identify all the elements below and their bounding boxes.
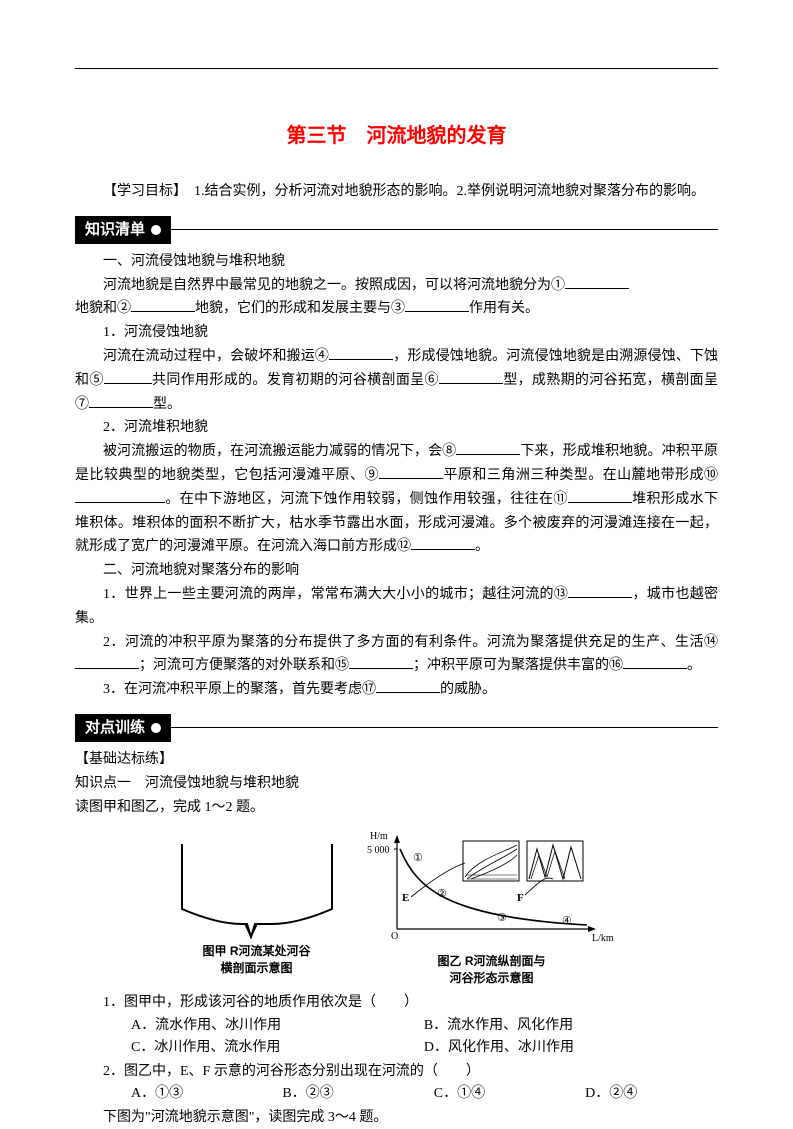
text: 地貌，它们的形成和发展主要与③ (195, 301, 405, 316)
text: 共同作用形成的。发育初期的河谷横剖面呈⑥ (152, 373, 439, 388)
mark-4: ④ (562, 915, 572, 927)
caption-line: 河谷形态示意图 (449, 971, 533, 985)
blank-14 (75, 655, 139, 669)
q1-opt-b: B．流水作用、风化作用 (396, 1015, 685, 1037)
section2-para1: 1．世界上一些主要河流的两岸，常常布满大大小小的城市；越往河流的⑬，城市也越密集… (75, 583, 718, 631)
tab-rule (171, 727, 718, 728)
river-profile-chart-icon: H/m 5 000 O L/km ① ② ③ ④ E (367, 829, 617, 949)
practice-heading: 【基础达标练】 (75, 748, 718, 772)
figure-row: 图甲 R河流某处河谷 横剖面示意图 H/m 5 000 O L/km ① ② ③… (75, 829, 718, 987)
text: 。 (687, 658, 701, 673)
section2-heading: 二、河流地貌对聚落分布的影响 (75, 559, 718, 583)
section1-para1b: 地貌和② 地貌，它们的形成和发展主要与③ 作用有关。 (75, 297, 718, 321)
text: 的威胁。 (440, 682, 496, 697)
blank-2 (131, 298, 195, 312)
blank-5 (104, 370, 152, 384)
dot-icon (151, 723, 161, 733)
y-axis-label: H/m (370, 831, 388, 842)
text: 3．在河流冲积平原上的聚落，首先要考虑⑰ (103, 682, 376, 697)
mark-f: F (517, 892, 524, 904)
tab-text: 知识清单 (85, 218, 145, 242)
origin: O (391, 931, 398, 942)
blank-11 (568, 489, 632, 503)
question-2: 2．图乙中，E、F 示意的河谷形态分别出现在河流的（ ） (75, 1060, 718, 1084)
section1-para1: 河流地貌是自然界中最常见的地貌之一。按照成因，可以将河流地貌分为① (75, 274, 718, 298)
section1-para3: 被河流搬运的物质，在河流搬运能力减弱的情况下，会⑧下来，形成堆积地貌。冲积平原是… (75, 440, 718, 559)
tab-text: 对点训练 (85, 716, 145, 740)
section1-sub2: 2．河流堆积地貌 (75, 416, 718, 440)
q1-opts-row2: C．冰川作用、流水作用 D．风化作用、冰川作用 (75, 1037, 718, 1059)
tab-label: 知识清单 (75, 216, 171, 244)
blank-15 (349, 655, 413, 669)
text: 型。 (153, 397, 181, 412)
q2-opts: A．①③ B．②③ C．①④ D．②④ (75, 1083, 718, 1105)
blank-8 (456, 441, 520, 455)
section-tab-knowledge: 知识清单 (75, 216, 718, 244)
text: 作用有关。 (469, 301, 539, 316)
caption-line: 横剖面示意图 (220, 961, 292, 975)
tab-label: 对点训练 (75, 714, 171, 742)
inset-e (463, 841, 519, 881)
blank-3 (405, 298, 469, 312)
section1-sub1: 1．河流侵蚀地貌 (75, 321, 718, 345)
top-rule (75, 68, 718, 69)
blank-12 (411, 536, 475, 550)
blank-1 (565, 275, 629, 289)
y-tick: 5 000 (367, 845, 390, 856)
q2-opt-a: A．①③ (103, 1083, 251, 1105)
knowledge-point-1: 知识点一 河流侵蚀地貌与堆积地貌 (75, 772, 718, 796)
blank-13 (568, 584, 632, 598)
section1-para2: 河流在流动过程中，会破坏和搬运④，形成侵蚀地貌。河流侵蚀地貌是由溯源侵蚀、下蚀和… (75, 345, 718, 416)
inset-f (527, 841, 583, 881)
text: 1．世界上一些主要河流的两岸，常常布满大大小小的城市；越往河流的⑬ (103, 587, 568, 602)
q1-opts-row1: A．流水作用、冰川作用 B．流水作用、风化作用 (75, 1015, 718, 1037)
q1-opt-a: A．流水作用、冰川作用 (103, 1015, 392, 1037)
figure-caption: 图甲 R河流某处河谷 横剖面示意图 (202, 943, 310, 977)
text: 河流在流动过程中，会破坏和搬运④ (103, 349, 329, 364)
next-intro: 下图为"河流地貌示意图"，读图完成 3～4 题。 (75, 1106, 718, 1129)
q1-opt-c: C．冰川作用、流水作用 (103, 1037, 392, 1059)
text: 地貌和② (75, 301, 131, 316)
caption-line: 图乙 R河流纵剖面与 (437, 954, 545, 968)
text: 。在中下游地区，河流下蚀作用较弱，侧蚀作用较强，往往在⑪ (165, 492, 568, 507)
mark-1: ① (413, 852, 423, 864)
text: ；河流可方便聚落的对外联系和⑮ (139, 658, 349, 673)
blank-6 (439, 370, 503, 384)
blank-17 (376, 679, 440, 693)
q2-opt-d: D．②④ (557, 1083, 705, 1105)
text: 2．河流的冲积平原为聚落的分布提供了多方面的有利条件。河流为聚落提供充足的生产、… (103, 635, 718, 650)
mark-3: ③ (497, 912, 507, 924)
dot-icon (151, 225, 161, 235)
text: 被河流搬运的物质，在河流搬运能力减弱的情况下，会⑧ (103, 444, 456, 459)
tab-rule (171, 229, 718, 230)
kp1-intro: 读图甲和图乙，完成 1～2 题。 (75, 796, 718, 820)
section1-heading: 一、河流侵蚀地貌与堆积地貌 (75, 250, 718, 274)
valley-cross-section-icon (177, 829, 337, 939)
figure-jia: 图甲 R河流某处河谷 横剖面示意图 (177, 829, 337, 987)
section2-para2: 2．河流的冲积平原为聚落的分布提供了多方面的有利条件。河流为聚落提供充足的生产、… (75, 631, 718, 679)
figure-yi: H/m 5 000 O L/km ① ② ③ ④ E (367, 829, 617, 987)
text: 。 (475, 539, 489, 554)
text: 平原和三角洲三种类型。在山麓地带形成⑩ (443, 468, 718, 483)
question-1: 1．图甲中，形成该河谷的地质作用依次是（ ） (75, 991, 718, 1015)
mark-e: E (402, 892, 409, 904)
x-axis-label: L/km (592, 933, 614, 944)
mark-2: ② (437, 888, 447, 900)
blank-9 (379, 465, 443, 479)
blank-10 (75, 489, 165, 503)
figure-caption: 图乙 R河流纵剖面与 河谷形态示意图 (437, 953, 545, 987)
text: 河流地貌是自然界中最常见的地貌之一。按照成因，可以将河流地貌分为① (103, 278, 565, 293)
q2-opt-c: C．①④ (406, 1083, 554, 1105)
section-tab-practice: 对点训练 (75, 714, 718, 742)
blank-7 (89, 394, 153, 408)
q2-opt-b: B．②③ (254, 1083, 402, 1105)
q1-opt-d: D．风化作用、冰川作用 (396, 1037, 685, 1059)
blank-16 (623, 655, 687, 669)
section2-para3: 3．在河流冲积平原上的聚落，首先要考虑⑰ 的威胁。 (75, 678, 718, 702)
blank-4 (329, 346, 393, 360)
learning-objective: 【学习目标】 1.结合实例，分析河流对地貌形态的影响。2.举例说明河流地貌对聚落… (75, 180, 718, 204)
page-title: 第三节 河流地貌的发育 (75, 120, 718, 152)
caption-line: 图甲 R河流某处河谷 (202, 944, 310, 958)
text: ；冲积平原可为聚落提供丰富的⑯ (413, 658, 623, 673)
